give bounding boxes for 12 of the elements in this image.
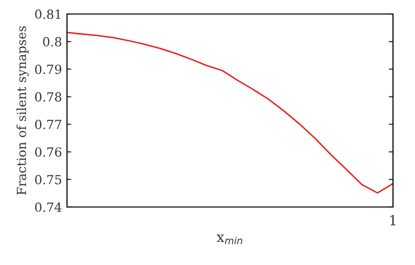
y-tick-label: 0.74 bbox=[35, 202, 62, 212]
y-tick-label: 0.78 bbox=[35, 92, 62, 102]
text: 1 bbox=[390, 214, 396, 226]
y-tick-label: 0.81 bbox=[35, 9, 60, 19]
y-tick-label: 0.8 bbox=[43, 37, 62, 46]
x-axis-title: x$_{min}$ bbox=[216, 234, 242, 244]
y-tick-label: 0.75 bbox=[35, 174, 62, 184]
y-axis-title: Fraction of silent synapses bbox=[16, 26, 29, 195]
y-tick-label: 0.77 bbox=[35, 120, 62, 130]
line-series bbox=[67, 32, 393, 194]
y-tick-label: 0.79 bbox=[35, 64, 62, 74]
y-tick-label: 0.76 bbox=[35, 147, 62, 157]
